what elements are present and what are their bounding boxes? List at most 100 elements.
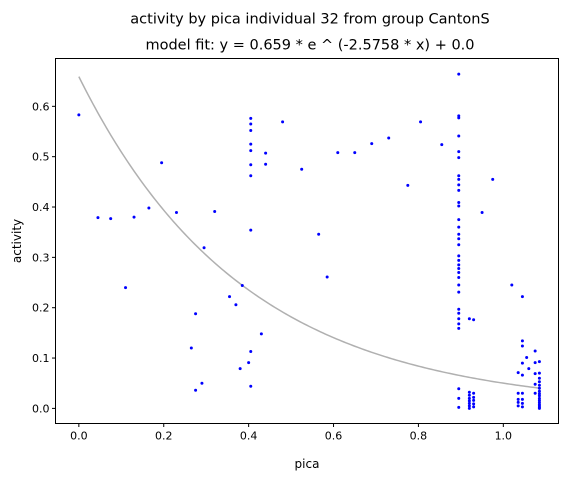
data-point — [336, 151, 340, 155]
data-point — [516, 400, 520, 404]
data-point — [353, 151, 357, 155]
data-point — [406, 183, 410, 187]
x-axis: 0.0 0.2 0.4 0.6 0.8 1.0 — [70, 423, 513, 443]
data-point — [419, 120, 423, 124]
data-point — [249, 128, 253, 132]
data-point — [467, 390, 471, 394]
data-point — [249, 163, 253, 167]
data-point — [387, 136, 391, 140]
data-point — [264, 162, 268, 166]
data-point — [457, 258, 461, 262]
data-point — [537, 360, 541, 364]
data-point — [96, 216, 100, 220]
data-point — [472, 398, 476, 402]
data-point — [516, 397, 520, 401]
fit-curve — [78, 76, 540, 389]
data-point — [537, 380, 541, 384]
data-point — [520, 397, 524, 401]
data-point — [467, 396, 471, 400]
data-point — [472, 402, 476, 406]
x-tick-label: 0.8 — [410, 430, 428, 443]
data-point — [281, 120, 285, 124]
data-point — [457, 177, 461, 181]
data-point — [457, 322, 461, 326]
data-point — [317, 232, 321, 236]
data-point — [457, 183, 461, 187]
data-point — [537, 371, 541, 375]
x-tick-label: 1.0 — [495, 430, 513, 443]
x-tick-label: 0.4 — [240, 430, 258, 443]
data-point — [160, 161, 164, 165]
y-axis: 0.0 0.1 0.2 0.3 0.4 0.5 0.6 — [32, 100, 56, 415]
data-point — [147, 206, 151, 210]
data-point — [533, 349, 537, 353]
y-tick-label: 0.0 — [32, 402, 50, 415]
data-point — [249, 149, 253, 153]
data-point — [370, 142, 374, 146]
data-point — [457, 150, 461, 154]
data-point — [533, 382, 537, 386]
data-point — [467, 406, 471, 410]
data-point — [457, 276, 461, 279]
y-tick-label: 0.3 — [32, 251, 50, 264]
data-point — [259, 332, 263, 336]
x-axis-label: pica — [295, 457, 320, 471]
data-point — [249, 122, 253, 126]
data-point — [457, 174, 461, 178]
data-point — [457, 116, 461, 120]
data-point — [457, 243, 461, 247]
data-point — [249, 174, 253, 178]
data-point — [516, 404, 520, 408]
data-point — [213, 210, 217, 214]
data-point — [457, 326, 461, 330]
data-point — [467, 393, 471, 397]
data-point — [457, 237, 461, 241]
data-point — [457, 387, 461, 391]
data-point — [202, 246, 206, 250]
data-point — [457, 225, 461, 229]
data-point — [77, 113, 81, 117]
data-point — [132, 215, 136, 219]
y-axis-label: activity — [10, 219, 24, 263]
data-point — [457, 307, 461, 311]
x-tick-label: 0.0 — [70, 430, 88, 443]
y-tick-label: 0.4 — [32, 201, 50, 214]
plot-area — [77, 72, 541, 410]
data-point — [457, 283, 461, 287]
data-point — [457, 232, 461, 236]
data-point — [194, 312, 198, 316]
data-point — [457, 188, 461, 192]
data-point — [510, 283, 514, 287]
data-point — [457, 290, 461, 294]
data-point — [228, 295, 232, 299]
data-point — [109, 217, 113, 221]
data-point — [472, 395, 476, 399]
data-point — [457, 134, 461, 138]
y-tick-label: 0.2 — [32, 302, 50, 315]
data-point — [491, 177, 495, 181]
data-point — [467, 401, 471, 405]
data-point — [200, 381, 204, 385]
data-point — [240, 284, 244, 288]
data-point — [533, 361, 537, 365]
data-point — [247, 361, 251, 365]
data-point — [325, 275, 329, 279]
data-point — [527, 367, 531, 371]
data-point — [457, 317, 461, 321]
data-point — [520, 373, 524, 377]
data-point — [249, 350, 253, 354]
data-point — [457, 263, 461, 267]
data-point — [472, 391, 476, 395]
data-point — [520, 344, 524, 348]
data-point — [537, 383, 541, 387]
data-point — [516, 371, 520, 375]
data-point — [457, 200, 461, 204]
data-point — [264, 151, 268, 155]
y-tick-label: 0.5 — [32, 151, 50, 164]
data-point — [194, 388, 198, 392]
data-point — [249, 384, 253, 388]
data-point — [238, 367, 242, 371]
x-tick-label: 0.6 — [325, 430, 343, 443]
plot-frame — [55, 58, 559, 424]
